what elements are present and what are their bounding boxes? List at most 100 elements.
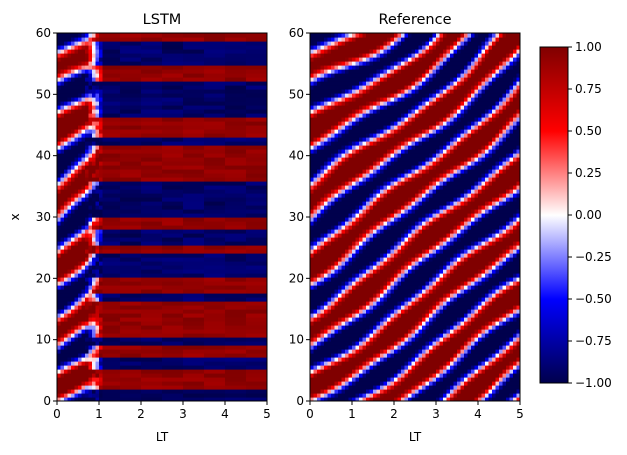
heatmap-cell <box>162 289 167 294</box>
heatmap-cell <box>176 113 181 118</box>
heatmap-cell <box>165 317 170 322</box>
heatmap-cell <box>85 365 90 370</box>
heatmap-cell <box>67 61 72 66</box>
heatmap-cell <box>60 333 65 338</box>
heatmap-cell <box>144 297 149 302</box>
heatmap-cell <box>176 85 181 90</box>
heatmap-cell <box>113 197 118 202</box>
heatmap-cell <box>57 241 62 246</box>
heatmap-cell <box>228 149 233 154</box>
heatmap-cell <box>242 373 247 378</box>
heatmap-cell <box>200 277 205 282</box>
heatmap-cell <box>141 97 146 102</box>
heatmap-cell <box>95 297 100 302</box>
heatmap-cell <box>137 261 142 266</box>
heatmap-cell <box>130 313 135 318</box>
heatmap-cell <box>239 165 244 170</box>
heatmap-cell <box>116 37 121 42</box>
heatmap-cell <box>123 385 128 390</box>
heatmap-cell <box>183 213 188 218</box>
heatmap-cell <box>123 281 128 286</box>
heatmap-cell <box>232 289 237 294</box>
heatmap-cell <box>106 289 111 294</box>
heatmap-cell <box>162 101 167 106</box>
heatmap-cell <box>200 45 205 50</box>
heatmap-cell <box>123 365 128 370</box>
heatmap-cell <box>207 293 212 298</box>
heatmap-cell <box>127 193 132 198</box>
heatmap-cell <box>151 313 156 318</box>
heatmap-cell <box>148 357 153 362</box>
heatmap-cell <box>162 321 167 326</box>
heatmap-cell <box>239 317 244 322</box>
heatmap-cell <box>57 37 62 42</box>
heatmap-cell <box>95 273 100 278</box>
heatmap-cell <box>207 149 212 154</box>
heatmap-cell <box>172 213 177 218</box>
heatmap-cell <box>190 365 195 370</box>
heatmap-cell <box>137 253 142 258</box>
heatmap-cell <box>158 45 163 50</box>
heatmap-cell <box>221 301 226 306</box>
heatmap-cell <box>127 77 132 82</box>
heatmap-cell <box>193 369 198 374</box>
heatmap-cell <box>151 145 156 150</box>
heatmap-cell <box>99 221 104 226</box>
heatmap-cell <box>158 301 163 306</box>
heatmap-cell <box>239 177 244 182</box>
heatmap-cell <box>99 201 104 206</box>
heatmap-cell <box>225 281 230 286</box>
heatmap-cell <box>74 69 79 74</box>
heatmap-cell <box>193 153 198 158</box>
heatmap-cell <box>95 157 100 162</box>
heatmap-cell <box>162 389 167 394</box>
heatmap-cell <box>239 229 244 234</box>
heatmap-cell <box>134 97 139 102</box>
heatmap-cell <box>176 393 181 398</box>
heatmap-cell <box>78 385 83 390</box>
heatmap-cell <box>102 157 107 162</box>
heatmap-cell <box>106 269 111 274</box>
heatmap-cell <box>197 341 202 346</box>
heatmap-cell <box>169 193 174 198</box>
heatmap-cell <box>127 189 132 194</box>
heatmap-cell <box>78 269 83 274</box>
heatmap-cell <box>239 349 244 354</box>
heatmap-cell <box>137 305 142 310</box>
heatmap-cell <box>214 181 219 186</box>
heatmap-cell <box>92 121 97 126</box>
heatmap-cell <box>127 325 132 330</box>
heatmap-cell <box>71 81 76 86</box>
heatmap-cell <box>134 201 139 206</box>
heatmap-cell <box>71 273 76 278</box>
heatmap-cell <box>116 149 121 154</box>
heatmap-cell <box>113 257 118 262</box>
heatmap-cell <box>123 369 128 374</box>
heatmap-cell <box>137 293 142 298</box>
heatmap-cell <box>232 381 237 386</box>
heatmap-cell <box>242 177 247 182</box>
heatmap-cell <box>78 101 83 106</box>
heatmap-cell <box>155 217 160 222</box>
heatmap-cell <box>99 357 104 362</box>
heatmap-cell <box>239 353 244 358</box>
heatmap-cell <box>179 121 184 126</box>
heatmap-cell <box>144 333 149 338</box>
heatmap-cell <box>169 217 174 222</box>
heatmap-cell <box>239 121 244 126</box>
heatmap-cell <box>225 177 230 182</box>
heatmap-cell <box>221 133 226 138</box>
heatmap-cell <box>218 369 223 374</box>
heatmap-cell <box>144 317 149 322</box>
heatmap-cell <box>179 261 184 266</box>
heatmap-cell <box>113 81 118 86</box>
heatmap-cell <box>106 373 111 378</box>
heatmap-cell <box>186 329 191 334</box>
heatmap-cell <box>169 177 174 182</box>
heatmap-cell <box>162 113 167 118</box>
heatmap-cell <box>130 69 135 74</box>
heatmap-cell <box>225 101 230 106</box>
heatmap-cell <box>78 121 83 126</box>
heatmap-cell <box>74 233 79 238</box>
heatmap-cell <box>144 209 149 214</box>
